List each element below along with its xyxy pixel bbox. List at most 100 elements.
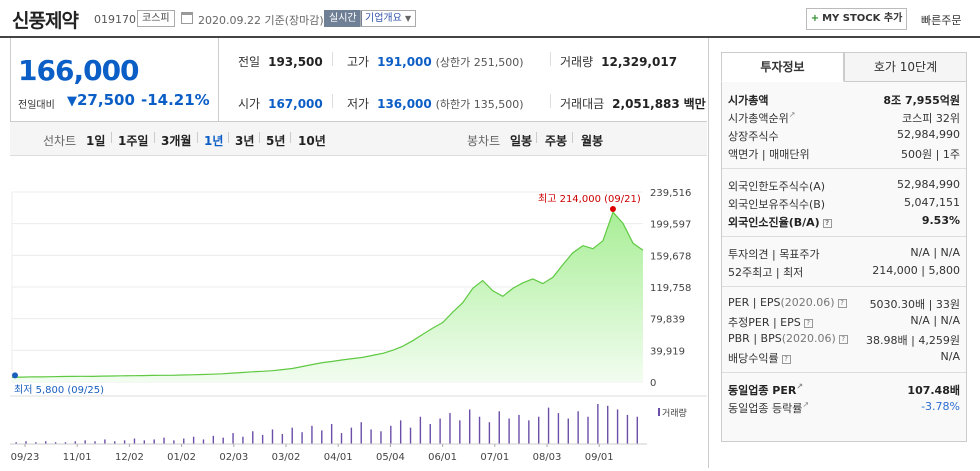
volume-bar [311,425,313,444]
row-per-eps: PER | EPS(2020.06)? 5030.30배 | 33원 [728,296,960,312]
volume-bar [183,438,185,444]
volume-bar [64,442,67,444]
info-icon[interactable]: ↗ [802,400,810,409]
pbr-value: 38.98배 | 4,259원 [866,334,960,347]
ind-per-label: 동일업종 PER [728,384,797,397]
market-cap-value: 8조 7,955억원 [883,94,960,107]
prev-value: 193,500 [268,55,323,69]
per-value: 5030.30배 | 33원 [869,298,960,311]
low-label: 최저 5,800 (09/25) [14,384,104,396]
volume-bar [468,409,471,444]
help-icon[interactable]: ? [822,218,832,228]
volume-bar [281,434,284,444]
change-amount: 27,500 [77,91,135,109]
volume-value: 12,329,017 [601,55,678,69]
quick-order-link[interactable]: 빠른주문 [921,14,962,27]
w52-value: 214,000 | 5,800 [872,264,960,277]
foreign-ratio-key: 외국인소진율(B/A)? [728,214,832,230]
y-tick-label: 239,516 [650,188,691,199]
period-10y[interactable]: 10년 [298,134,326,148]
y-tick-label: 159,678 [650,251,691,262]
est-eps-label: EPS [780,316,801,329]
volume-bar [15,442,17,444]
price-chart[interactable]: 0 39,919 79,839 119,758 159,678 199,597 239,51… [10,156,707,468]
candle-monthly[interactable]: 월봉 [581,134,604,148]
info-tabs: 투자정보 호가 10단계 [721,52,967,82]
stock-code: 019170 [94,13,136,26]
trade-unit: 1주 [942,148,960,161]
volume-bar [419,416,422,444]
cap-rank-key: 시가총액순위↗ [728,110,795,126]
x-tick-label: 03/02 [272,452,301,463]
w52-low-label: 최저 [783,266,804,279]
shares-label: 상장주식수 [728,130,779,143]
target-label: 목표주가 [779,248,820,261]
info-icon[interactable]: ↗ [796,382,804,391]
opinion-key: 투자의견 | 목표주가 [728,248,820,261]
y-tick-label: 0 [650,378,656,389]
row-market-cap: 시가총액 8조 7,955억원 [728,92,960,108]
volume-bar [271,429,274,444]
volume-label: 거래량 [560,55,594,69]
row-industry-per: 동일업종 PER↗ 107.48배 [728,382,960,398]
market-badge: 코스피 [137,10,175,27]
volume-bar [399,420,402,444]
w52-low: 5,800 [928,264,961,277]
per-label: PER [728,296,750,309]
volume-bar [390,425,392,444]
volume-bar [498,411,500,444]
help-icon[interactable]: ? [838,334,848,344]
change-value: ▼27,500 [67,91,135,109]
down-arrow-icon: ▼ [67,94,77,109]
volume-bar [626,414,629,444]
volume-bar [459,420,461,444]
period-1d[interactable]: 1일 [86,134,106,148]
volume-bar [25,441,27,444]
volume-bar [449,413,451,444]
price-box: 166,000 전일대비 ▼27,500 -14.21% [10,38,219,122]
bps: 4,259원 [918,334,960,347]
low-price: 저가 136,000 (하한가 135,500) [347,95,524,112]
period-3y[interactable]: 3년 [235,134,255,148]
volume-bar [340,433,343,444]
volume-bar [222,437,224,444]
ind-per-value: 107.48배 [907,384,960,397]
volume-bar [478,416,481,444]
eps-date: (2020.06) [780,296,835,309]
x-tick-label: 06/01 [428,452,457,463]
tab-invest-info[interactable]: 투자정보 [721,52,844,82]
open-price: 시가 167,000 [238,95,323,112]
add-my-stock-button[interactable]: + MY STOCK 추가 [806,8,907,30]
period-1w[interactable]: 1주일 [118,134,149,148]
ind-rate-key: 동일업종 등락률↗ [728,400,809,416]
high-label: 고가 [347,55,370,69]
realtime-badge[interactable]: 실시간 [324,10,362,27]
w52-key: 52주최고 | 최저 [728,266,804,279]
period-5y[interactable]: 5년 [266,134,286,148]
help-icon[interactable]: ? [837,298,847,308]
help-icon[interactable]: ? [781,354,791,364]
x-tick-label: 11/01 [63,452,92,463]
eps-label: EPS [759,296,781,309]
candle-weekly[interactable]: 주봉 [545,134,568,148]
high-value: 191,000 [377,55,432,69]
foreign-ratio-label: 외국인소진율(B/A) [728,216,820,229]
help-icon[interactable]: ? [803,318,813,328]
info-icon[interactable]: ↗ [788,110,796,119]
period-1y[interactable]: 1년 [204,134,224,148]
tab-quote-10[interactable]: 호가 10단계 [844,52,967,82]
period-3m[interactable]: 3개월 [161,134,192,148]
volume-bar [54,442,57,444]
company-info-dropdown[interactable]: 기업개요 ▼ [360,10,417,27]
face-label: 액면가 [728,148,759,161]
chart-svg[interactable]: 0 39,919 79,839 119,758 159,678 199,597 239,51… [10,156,707,468]
x-tick-label: 04/01 [324,452,353,463]
amount-value: 2,051,883 [612,97,680,111]
row-foreign-ratio: 외국인소진율(B/A)? 9.53% [728,214,960,230]
invest-info-panel: 투자정보 호가 10단계 시가총액 8조 7,955억원 시가총액순위↗ 코스피 3… [708,38,980,468]
volume-bar [508,418,510,444]
trade-amount: 거래대금 2,051,883 백만 [560,95,706,112]
volume-bar [133,438,136,444]
candle-daily[interactable]: 일봉 [510,134,533,148]
basis-value: 기준(장마감) [264,14,324,27]
